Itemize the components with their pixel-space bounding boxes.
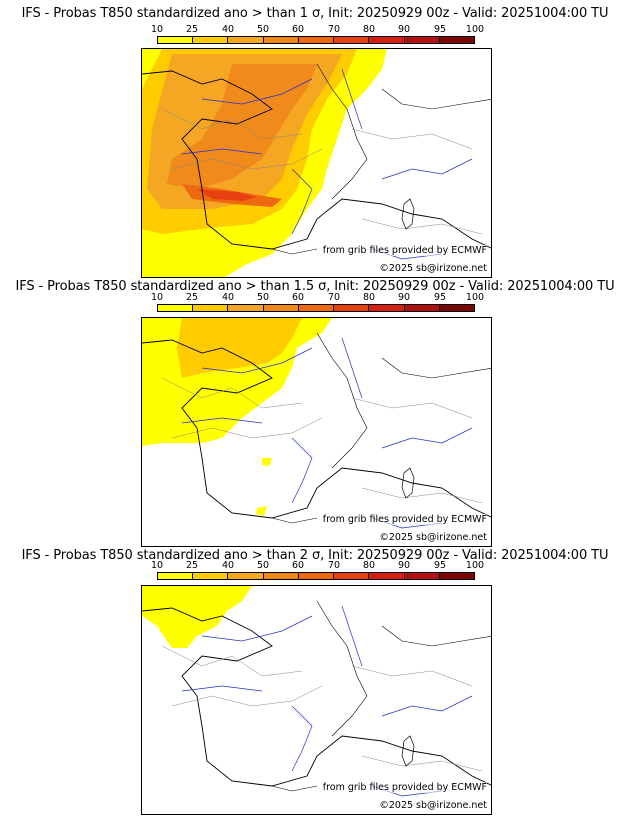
colorbar-swatch [158,305,194,311]
prob-area-small [256,458,272,516]
colorbar-tick: 40 [221,560,235,571]
colorbar-tick: 60 [291,560,305,571]
regional-borders [161,108,483,235]
colorbar-swatch [369,37,405,43]
rivers [181,337,473,529]
colorbar-swatch [263,305,299,311]
prob-area-50pct [167,64,317,189]
coastline [142,607,491,787]
colorbar-swatch [404,37,440,43]
colorbar-tick: 60 [291,292,305,303]
colorbar-ticks: 10 25 40 50 60 70 80 90 95 100 [151,24,484,35]
colorbar-tick: 40 [221,292,235,303]
colorbar-swatch [369,305,405,311]
coastline [142,339,491,519]
colorbar-swatch [263,37,299,43]
colorbar-tick: 100 [465,560,485,571]
map-graphic [142,318,491,529]
colorbar-swatch [439,573,474,579]
prob-area-10pct [142,586,252,648]
colorbar-swatch [298,573,335,579]
colorbar-tick: 25 [185,24,199,35]
colorbar-tick: 95 [433,560,447,571]
colorbar-swatch [228,305,264,311]
rivers [181,605,473,797]
colorbar-swatch [369,573,405,579]
colorbar-tick: 100 [465,292,485,303]
probability-map: from grib files provided by ECMWF ©2025 … [141,585,492,815]
colorbar-swatch [158,573,194,579]
colorbar-tick: 60 [291,24,305,35]
probability-map: from grib files provided by ECMWF ©2025 … [141,317,492,547]
colorbar-tick: 25 [185,292,199,303]
colorbar-swatch [404,305,440,311]
copyright-credit: ©2025 sb@irizone.net [379,263,487,274]
colorbar-swatch [334,305,370,311]
copyright-credit: ©2025 sb@irizone.net [379,532,487,543]
panel-title: IFS - Probas T850 standardized ano > tha… [21,6,609,21]
colorbar-ticks: 10 25 40 50 60 70 80 90 95 100 [151,292,484,303]
colorbar-swatch [193,305,229,311]
prob-area-25pct [177,318,302,378]
colorbar-tick: 80 [362,292,376,303]
country-borders [271,600,491,792]
colorbar-swatch [193,573,229,579]
data-credit: from grib files provided by ECMWF [322,782,487,793]
country-borders [271,332,491,524]
colorbar-swatch [334,573,370,579]
colorbar-tick: 80 [362,560,376,571]
colorbar-tick: 70 [327,24,341,35]
data-credit: from grib files provided by ECMWF [322,514,487,525]
probability-map: from grib files provided by ECMWF ©2025 … [141,48,492,278]
colorbar-tick: 10 [150,292,164,303]
colorbar-tick: 70 [327,292,341,303]
rivers [181,68,473,260]
map-graphic [142,586,491,797]
corsica-island [401,198,415,230]
colorbar-swatch [193,37,229,43]
map-graphic [142,49,491,277]
coastline [142,70,491,250]
colorbar [157,572,475,580]
copyright-credit: ©2025 sb@irizone.net [379,800,487,811]
prob-area-70pct [197,189,257,201]
corsica-island [401,735,415,767]
colorbar-swatch [228,37,264,43]
colorbar-swatch [298,37,335,43]
colorbar-tick: 10 [150,24,164,35]
colorbar-swatch [228,573,264,579]
colorbar-tick: 70 [327,560,341,571]
panel-title: IFS - Probas T850 standardized ano > tha… [15,279,615,294]
colorbar-tick: 25 [185,560,199,571]
colorbar-tick: 40 [221,24,235,35]
colorbar-swatch [439,37,474,43]
colorbar-tick: 50 [256,24,270,35]
colorbar-tick: 100 [465,24,485,35]
data-credit: from grib files provided by ECMWF [322,245,487,256]
colorbar-tick: 95 [433,292,447,303]
colorbar-tick: 90 [397,24,411,35]
regional-borders [161,377,483,504]
corsica-island [401,467,415,499]
colorbar-tick: 50 [256,292,270,303]
regional-borders [161,645,483,772]
colorbar-swatch [263,573,299,579]
colorbar [157,36,475,44]
panel-title: IFS - Probas T850 standardized ano > tha… [21,548,609,563]
colorbar-tick: 90 [397,292,411,303]
colorbar-swatch [334,37,370,43]
colorbar-tick: 90 [397,560,411,571]
colorbar-swatch [404,573,440,579]
colorbar-swatch [298,305,335,311]
colorbar-swatch [158,37,194,43]
colorbar [157,304,475,312]
colorbar-ticks: 10 25 40 50 60 70 80 90 95 100 [151,560,484,571]
colorbar-swatch [439,305,474,311]
colorbar-tick: 10 [150,560,164,571]
colorbar-tick: 80 [362,24,376,35]
country-borders [271,63,491,255]
colorbar-tick: 50 [256,560,270,571]
colorbar-tick: 95 [433,24,447,35]
